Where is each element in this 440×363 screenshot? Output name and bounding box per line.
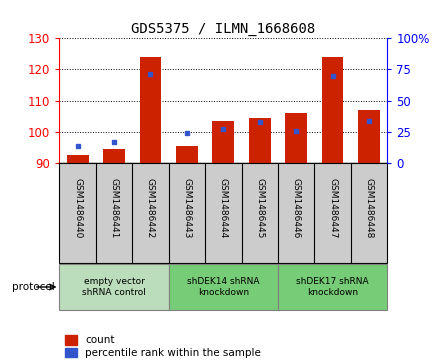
Legend: count, percentile rank within the sample: count, percentile rank within the sample bbox=[65, 335, 261, 358]
Text: GSM1486444: GSM1486444 bbox=[219, 178, 228, 238]
Bar bbox=[322, 57, 344, 163]
Bar bbox=[278, 264, 387, 310]
Bar bbox=[213, 121, 234, 163]
Bar bbox=[176, 146, 198, 163]
Bar bbox=[67, 155, 88, 163]
Text: GSM1486442: GSM1486442 bbox=[146, 178, 155, 238]
Text: protocol: protocol bbox=[12, 282, 55, 292]
Text: GSM1486440: GSM1486440 bbox=[73, 178, 82, 238]
Text: GSM1486446: GSM1486446 bbox=[292, 178, 301, 238]
Bar bbox=[358, 110, 380, 163]
Bar bbox=[103, 149, 125, 163]
Text: GSM1486447: GSM1486447 bbox=[328, 178, 337, 238]
Text: GSM1486441: GSM1486441 bbox=[110, 178, 118, 238]
Bar bbox=[249, 118, 271, 163]
Bar bbox=[139, 57, 161, 163]
Title: GDS5375 / ILMN_1668608: GDS5375 / ILMN_1668608 bbox=[131, 21, 315, 36]
Bar bbox=[169, 264, 278, 310]
Bar bbox=[59, 264, 169, 310]
Text: GSM1486448: GSM1486448 bbox=[364, 178, 374, 238]
Text: shDEK17 shRNA
knockdown: shDEK17 shRNA knockdown bbox=[296, 277, 369, 297]
Text: shDEK14 shRNA
knockdown: shDEK14 shRNA knockdown bbox=[187, 277, 260, 297]
Bar bbox=[285, 113, 307, 163]
Text: GSM1486445: GSM1486445 bbox=[255, 178, 264, 238]
Text: empty vector
shRNA control: empty vector shRNA control bbox=[82, 277, 146, 297]
Text: GSM1486443: GSM1486443 bbox=[182, 178, 191, 238]
